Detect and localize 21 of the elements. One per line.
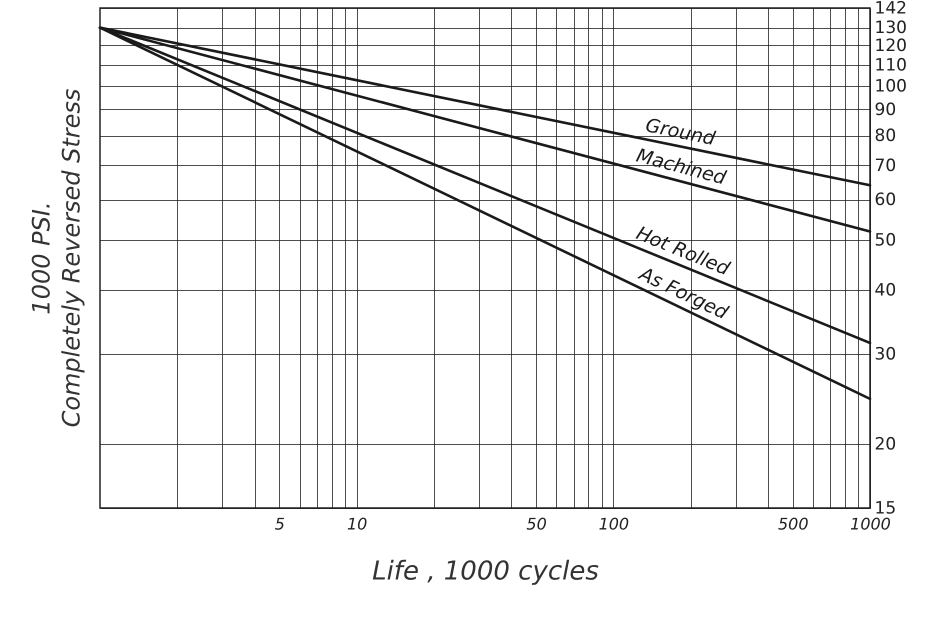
y-tick-label: 20 bbox=[874, 434, 896, 455]
y-tick-label: 40 bbox=[874, 280, 896, 300]
x-tick-label: 5 bbox=[274, 514, 285, 534]
y-tick-label: 80 bbox=[874, 126, 896, 146]
x-tick-label: 10 bbox=[346, 514, 368, 534]
y-tick-label: 50 bbox=[874, 230, 896, 251]
text: Ground bbox=[644, 114, 718, 150]
x-tick-label: 50 bbox=[526, 514, 547, 534]
y-tick-label: 60 bbox=[874, 190, 896, 210]
x-tick-label: 500 bbox=[778, 514, 809, 534]
y-tick-label: 110 bbox=[874, 55, 907, 76]
y-tick-label: 142 bbox=[874, 0, 907, 18]
x-axis-title: Life , 1000 cycles bbox=[372, 556, 599, 586]
y-tick-label: 30 bbox=[874, 344, 896, 364]
y-tick-label: 70 bbox=[874, 156, 896, 176]
y-tick-label: 130 bbox=[874, 18, 907, 38]
y-tick-label: 120 bbox=[874, 36, 907, 56]
x-tick-label: 100 bbox=[598, 514, 630, 534]
y-tick-label: 90 bbox=[874, 100, 896, 120]
y-tick-label: 100 bbox=[874, 76, 907, 96]
y-axis-title: 1000 PSI. Completely Reversed Stress bbox=[28, 88, 86, 428]
